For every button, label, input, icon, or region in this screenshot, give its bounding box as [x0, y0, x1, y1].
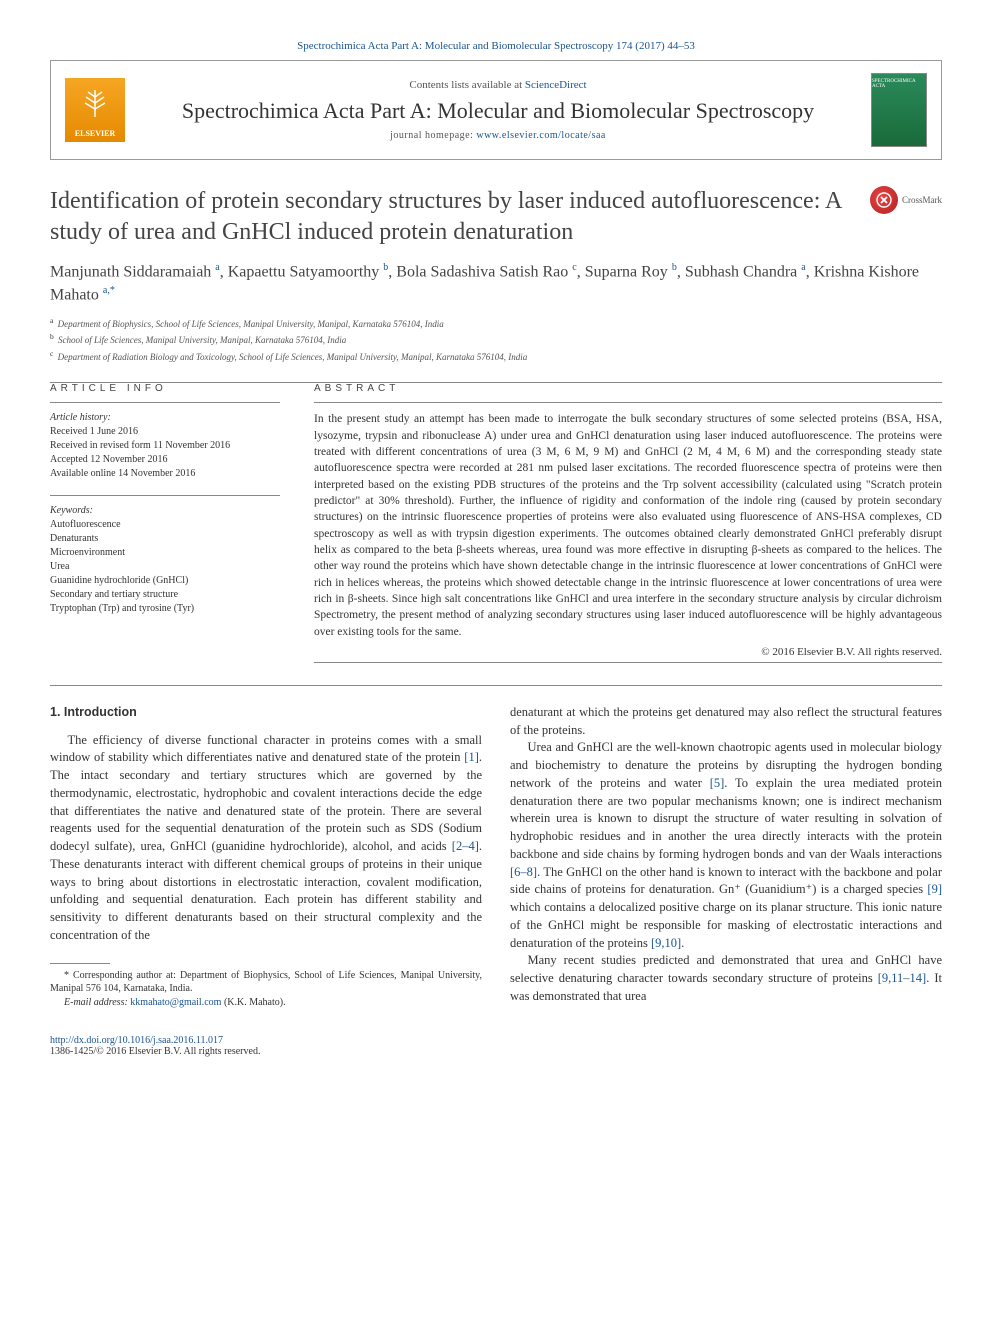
body-paragraph: Urea and GnHCl are the well-known chaotr…	[510, 739, 942, 952]
keywords-list: AutofluorescenceDenaturantsMicroenvironm…	[50, 518, 280, 616]
history-lines: Received 1 June 2016Received in revised …	[50, 425, 280, 481]
intro-heading: 1. Introduction	[50, 704, 482, 722]
header-center: Contents lists available at ScienceDirec…	[139, 79, 857, 142]
ref-link[interactable]: [6–8]	[510, 865, 537, 879]
body-paragraph: denaturant at which the proteins get den…	[510, 704, 942, 740]
keywords-block: Keywords: AutofluorescenceDenaturantsMic…	[50, 504, 280, 616]
ref-link[interactable]: [5]	[710, 776, 725, 790]
crossmark-widget[interactable]: CrossMark	[870, 186, 942, 214]
affiliation-list: a Department of Biophysics, School of Li…	[50, 315, 942, 365]
title-row: Identification of protein secondary stru…	[50, 186, 942, 247]
abstract-head: abstract	[314, 383, 942, 394]
crossmark-label: CrossMark	[902, 195, 942, 205]
corresponding-text: Corresponding author at: Department of B…	[50, 970, 482, 995]
ref-link[interactable]: [9,11–14]	[878, 971, 927, 985]
corresponding-email-link[interactable]: kkmahato@gmail.com	[130, 997, 221, 1008]
ref-link[interactable]: [1]	[464, 750, 479, 764]
meta-abstract-row: article info Article history: Received 1…	[50, 383, 942, 663]
home-prefix: journal homepage:	[390, 130, 476, 141]
keywords-label: Keywords:	[50, 504, 280, 518]
history-block: Article history: Received 1 June 2016Rec…	[50, 411, 280, 481]
cover-label: SPECTROCHIMICA ACTA	[872, 79, 926, 89]
body-right-column: denaturant at which the proteins get den…	[510, 704, 942, 1009]
footnote-separator	[50, 963, 110, 964]
star-marker: *	[64, 970, 69, 981]
divider	[50, 685, 942, 686]
journal-name: Spectrochimica Acta Part A: Molecular an…	[139, 97, 857, 125]
divider	[314, 662, 942, 663]
divider	[50, 402, 280, 403]
article-title: Identification of protein secondary stru…	[50, 186, 858, 247]
corresponding-author-footnote: * Corresponding author at: Department of…	[50, 969, 482, 996]
abstract-text: In the present study an attempt has been…	[314, 411, 942, 640]
email-footnote: E-mail address: kkmahato@gmail.com (K.K.…	[50, 996, 482, 1010]
body-columns: 1. Introduction The efficiency of divers…	[50, 704, 942, 1009]
elsevier-tree-icon	[78, 87, 112, 126]
journal-header-box: ELSEVIER Contents lists available at Sci…	[50, 60, 942, 160]
sciencedirect-link[interactable]: ScienceDirect	[525, 79, 587, 91]
journal-home-link[interactable]: www.elsevier.com/locate/saa	[476, 130, 605, 141]
email-suffix: (K.K. Mahato).	[224, 997, 286, 1008]
top-citation-link[interactable]: Spectrochimica Acta Part A: Molecular an…	[50, 40, 942, 52]
contents-line: Contents lists available at ScienceDirec…	[139, 79, 857, 91]
doi-link[interactable]: http://dx.doi.org/10.1016/j.saa.2016.11.…	[50, 1035, 223, 1046]
page-footer: http://dx.doi.org/10.1016/j.saa.2016.11.…	[50, 1035, 942, 1057]
history-label: Article history:	[50, 411, 280, 425]
abstract-column: abstract In the present study an attempt…	[314, 383, 942, 663]
body-paragraph: Many recent studies predicted and demons…	[510, 952, 942, 1005]
footer-left: http://dx.doi.org/10.1016/j.saa.2016.11.…	[50, 1035, 260, 1057]
body-paragraph: The efficiency of diverse functional cha…	[50, 732, 482, 945]
elsevier-logo: ELSEVIER	[65, 78, 125, 142]
abstract-copyright: © 2016 Elsevier B.V. All rights reserved…	[314, 646, 942, 658]
page: Spectrochimica Acta Part A: Molecular an…	[0, 0, 992, 1097]
email-label: E-mail address:	[64, 997, 128, 1008]
crossmark-badge-icon	[870, 186, 898, 214]
divider	[314, 402, 942, 403]
article-info-column: article info Article history: Received 1…	[50, 383, 280, 663]
issn-copyright: 1386-1425/© 2016 Elsevier B.V. All right…	[50, 1046, 260, 1057]
journal-home-line: journal homepage: www.elsevier.com/locat…	[139, 130, 857, 141]
body-left-column: 1. Introduction The efficiency of divers…	[50, 704, 482, 1009]
ref-link[interactable]: [2–4]	[452, 839, 479, 853]
ref-link[interactable]: [9]	[927, 882, 942, 896]
divider	[50, 495, 280, 496]
journal-cover-thumbnail: SPECTROCHIMICA ACTA	[871, 73, 927, 147]
elsevier-label: ELSEVIER	[75, 129, 115, 138]
author-list: Manjunath Siddaramaiah a, Kapaettu Satya…	[50, 261, 942, 306]
article-info-head: article info	[50, 383, 280, 394]
contents-prefix: Contents lists available at	[409, 79, 524, 91]
ref-link[interactable]: [9,10]	[651, 936, 681, 950]
